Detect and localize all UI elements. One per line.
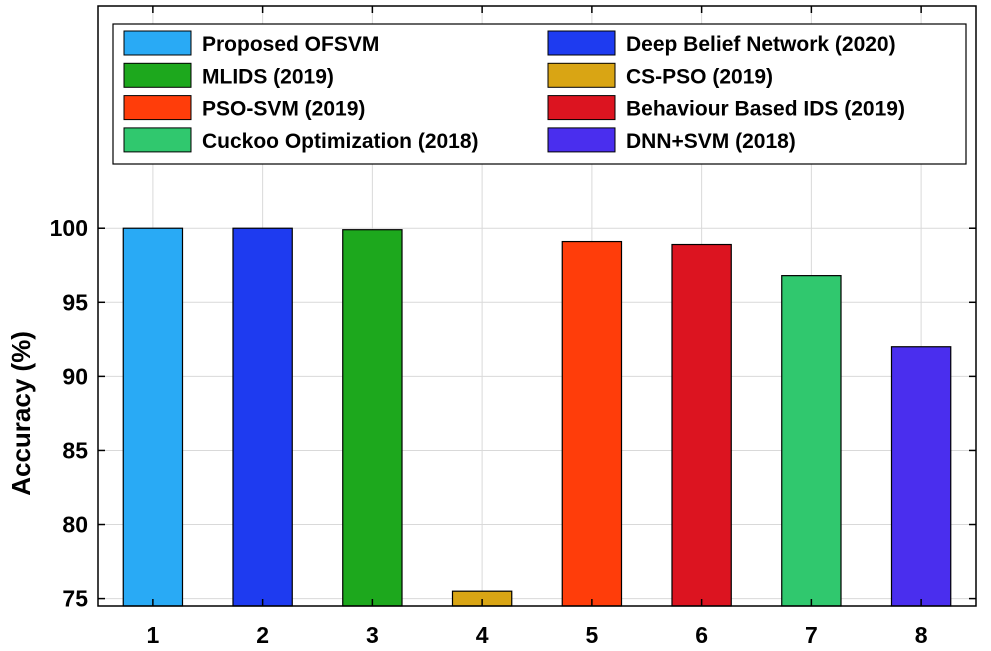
x-tick-label: 8	[915, 622, 928, 648]
legend-box	[112, 23, 967, 165]
y-axis-ticks: 75 80 85 90 95 100	[50, 215, 976, 612]
legend-label: DNN+SVM (2018)	[626, 130, 796, 153]
legend-swatch	[547, 62, 616, 88]
x-tick-label: 4	[476, 622, 489, 648]
x-axis-ticks: 1 2 3 4 5 6 7 8	[146, 6, 928, 648]
plot-frame	[97, 5, 977, 607]
legend-label: CS-PSO (2019)	[626, 65, 773, 88]
legend-swatch	[123, 62, 192, 88]
y-tick-label: 80	[62, 512, 88, 538]
y-tick-label: 95	[62, 289, 88, 315]
x-tick-label: 5	[585, 622, 598, 648]
y-tick-label: 90	[62, 363, 88, 389]
y-tick-label: 85	[62, 437, 88, 463]
bars	[122, 227, 952, 607]
legend-swatch	[123, 30, 192, 56]
x-tick-label: 3	[366, 622, 379, 648]
bar-1	[122, 227, 184, 607]
x-tick-label: 7	[805, 622, 818, 648]
bar-8	[890, 346, 952, 607]
legend-swatch	[547, 127, 616, 153]
bar-6	[671, 243, 732, 607]
legend-label: Cuckoo Optimization (2018)	[202, 130, 479, 153]
y-tick-label: 100	[50, 215, 88, 241]
legend-swatch	[123, 95, 192, 121]
x-tick-label: 6	[695, 622, 708, 648]
x-tick-label: 2	[256, 622, 269, 648]
bar-5	[561, 240, 623, 607]
legend-swatch	[123, 127, 192, 153]
legend-swatch	[547, 95, 616, 121]
legend-label: Deep Belief Network (2020)	[626, 33, 896, 56]
legend-label: PSO-SVM (2019)	[202, 98, 365, 121]
legend: Proposed OFSVM Deep Belief Network (2020)…	[112, 23, 967, 165]
legend-label: Proposed OFSVM	[202, 33, 379, 56]
y-axis-label: Accuracy (%)	[6, 331, 36, 496]
legend-label: Behaviour Based IDS (2019)	[626, 98, 905, 121]
bar-7	[781, 275, 842, 607]
bar-2	[232, 227, 293, 607]
y-tick-label: 75	[62, 586, 88, 612]
legend-label: MLIDS (2019)	[202, 65, 334, 88]
bar-3	[342, 229, 403, 607]
legend-swatch	[547, 30, 616, 56]
x-tick-label: 1	[146, 622, 159, 648]
